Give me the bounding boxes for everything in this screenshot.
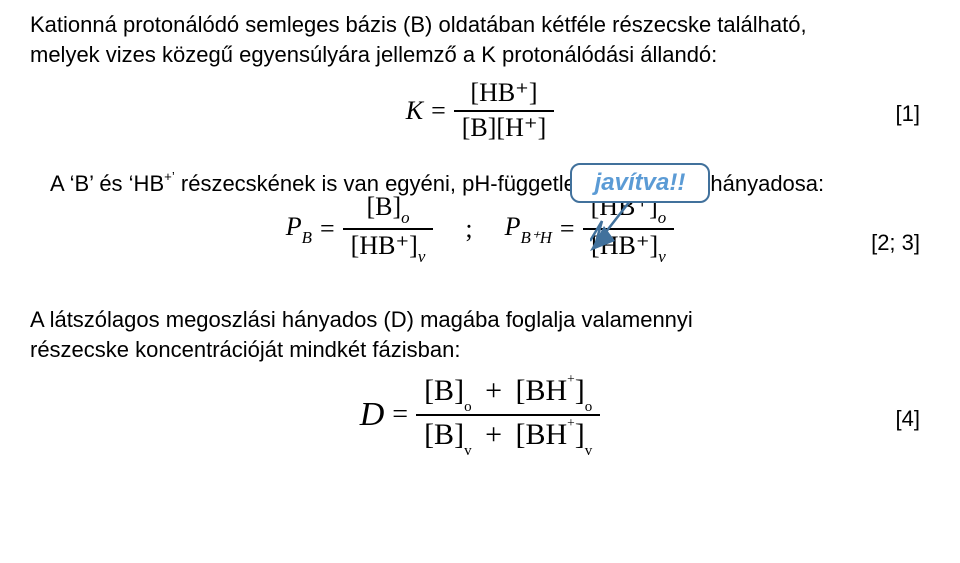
eq2-pB-den: [HB⁺]	[351, 231, 418, 260]
eq4-lhs: D	[360, 396, 385, 434]
eq2-pB-den-sub: v	[418, 247, 426, 266]
eq4-num-bh-sub: o	[585, 399, 593, 415]
eq1-fraction: [HB⁺] [B][H⁺]	[454, 79, 555, 142]
eq1-den-right: [H⁺]	[496, 113, 546, 142]
eq2-pBH-lhs: P	[505, 212, 521, 241]
eq4-den-b-sub: v	[464, 443, 472, 459]
intro-line1: Kationná protonálódó semleges bázis (B) …	[30, 12, 807, 37]
para3-line1: A látszólagos megoszlási hányados (D) ma…	[30, 307, 693, 332]
eq4-den-close: ]	[575, 418, 585, 451]
eq4-fraction: [B]o + [BH+]o [B]v + [BH+]v	[416, 374, 600, 455]
eq2-pBH-den-sub: v	[658, 247, 666, 266]
eq4-den-plus: +	[485, 418, 502, 451]
equation-1: K = [HB⁺] [B][H⁺]	[406, 79, 555, 142]
para3-line2: részecske koncentrációját mindkét fázisb…	[30, 337, 460, 362]
eq4-tag: [4]	[896, 406, 920, 432]
eq2-pB-lhs: P	[286, 212, 302, 241]
callout-box: javítva!!	[570, 163, 710, 203]
intro-line2: melyek vizes közegű egyensúlyára jellemz…	[30, 42, 717, 67]
para2-sup: +’	[164, 169, 175, 184]
eq1-num: [HB⁺]	[470, 78, 537, 107]
eq4-eq: =	[392, 399, 408, 431]
eq4-num-plus: +	[485, 374, 502, 407]
eq4-num-bh: [BH	[515, 374, 567, 407]
eq2-pB-sub: B	[302, 228, 312, 247]
eq2-semicolon: ;	[465, 214, 472, 244]
eq4-den-bh-sup: +	[567, 415, 575, 430]
callout-tail-icon	[590, 201, 650, 261]
paragraph-3: A látszólagos megoszlási hányados (D) ma…	[30, 305, 930, 364]
intro-paragraph: Kationná protonálódó semleges bázis (B) …	[30, 10, 930, 69]
eq2-eq-1: =	[320, 214, 335, 244]
eq4-num-b-sub: o	[464, 399, 472, 415]
equation-4: D = [B]o + [BH+]o [B]v + [BH+]v	[360, 374, 601, 455]
eq4-num-b: [B]	[424, 374, 464, 407]
eq2-pB-num-sub: o	[401, 208, 409, 227]
eq1-eq: =	[431, 96, 446, 126]
eq1-lhs: K	[406, 96, 423, 126]
eq4-num-bh-sup: +	[567, 371, 575, 386]
equation-4-row: D = [B]o + [BH+]o [B]v + [BH+]v	[30, 374, 930, 464]
equation-1-row: K = [HB⁺] [B][H⁺] [1]	[30, 79, 930, 149]
eq2-pB-frac: [B]o [HB⁺]v	[343, 193, 434, 265]
eq4-den-b: [B]	[424, 418, 464, 451]
callout: javítva!!	[570, 163, 710, 203]
eq2-pB-num: [B]	[366, 192, 401, 221]
eq2-eq-2: =	[560, 214, 575, 244]
eq4-den-bh-sub: v	[585, 443, 593, 459]
eq23-tag: [2; 3]	[871, 230, 920, 256]
eq1-den-left: [B]	[462, 113, 497, 142]
eq2-pBH-sub: B⁺H	[520, 228, 551, 247]
eq4-den-bh: [BH	[515, 418, 567, 451]
eq4-num-close: ]	[575, 374, 585, 407]
eq1-tag: [1]	[896, 101, 920, 127]
eq2-pBH-num-sub: o	[658, 208, 666, 227]
equation-23-row: javítva!! PB = [B]o [HB⁺]v	[30, 193, 930, 293]
